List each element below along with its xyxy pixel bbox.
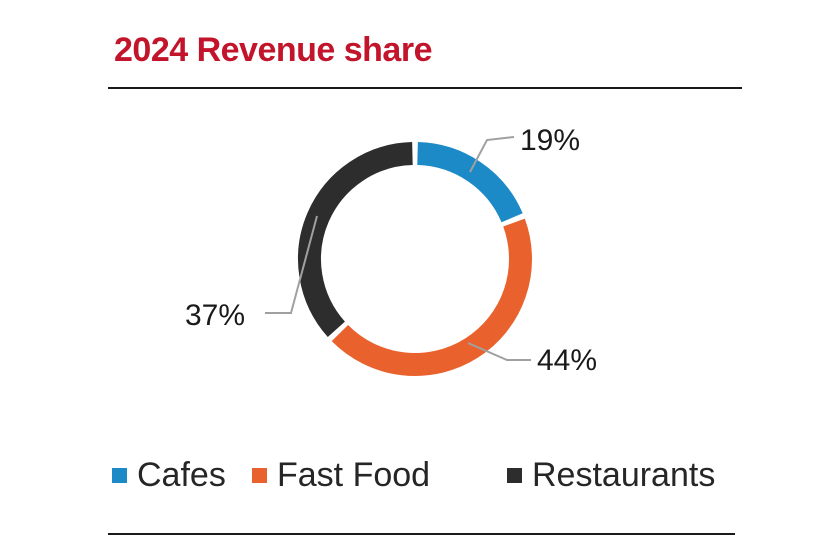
- legend-swatch-fast-food: [252, 467, 267, 483]
- legend-label-restaurants: Restaurants: [532, 456, 716, 494]
- leader-line-cafes: [469, 136, 515, 173]
- donut-segment-cafes: [416, 142, 523, 223]
- donut-segment-restaurants: [298, 142, 413, 337]
- data-label-cafes: 19%: [520, 124, 581, 157]
- legend-swatch-cafes: [112, 467, 127, 483]
- page-title: 2024 Revenue share: [114, 31, 432, 69]
- leader-line-restaurants: [265, 215, 318, 314]
- legend-swatch-restaurants: [507, 467, 522, 483]
- legend-label-cafes: Cafes: [137, 456, 226, 494]
- legend-item-fast-food: Fast Food: [252, 455, 430, 495]
- leader-line-fast-food: [467, 342, 531, 361]
- data-label-fast-food: 44%: [537, 344, 598, 377]
- data-label-restaurants: 37%: [185, 299, 246, 332]
- donut-segments: [298, 142, 532, 376]
- bottom-divider-line: [108, 533, 735, 535]
- donut-segment-fast-food: [331, 218, 532, 376]
- legend-label-fast-food: Fast Food: [277, 456, 431, 494]
- legend-item-cafes: Cafes: [112, 455, 226, 495]
- legend-item-restaurants: Restaurants: [507, 455, 715, 495]
- top-divider-line: [108, 87, 742, 89]
